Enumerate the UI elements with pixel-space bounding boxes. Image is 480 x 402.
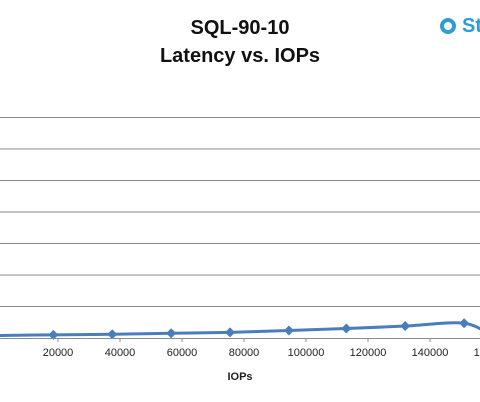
x-tick-label-4: 80000 <box>229 347 260 359</box>
data-point-1 <box>107 329 118 340</box>
logo-text: St <box>462 14 480 37</box>
logo-icon <box>440 18 456 34</box>
data-point-6 <box>400 321 411 332</box>
grid-layer <box>0 117 480 307</box>
data-point-3 <box>225 327 236 338</box>
chart-title-line-1: SQL-90-10 <box>190 17 290 39</box>
x-tick-label-7: 140000 <box>412 347 449 359</box>
data-point-2 <box>166 328 177 339</box>
series-line-0 <box>0 321 480 337</box>
x-axis-title: IOPs <box>227 371 252 383</box>
x-tick-label-5: 100000 <box>288 347 325 359</box>
chart-title-line-2: Latency vs. IOPs <box>159 45 321 67</box>
x-tick-label-6: 120000 <box>350 347 387 359</box>
series-layer <box>0 318 480 340</box>
x-tick-label-1: 20000 <box>43 347 74 359</box>
data-point-7 <box>459 318 470 329</box>
x-tick-label-3: 60000 <box>167 347 198 359</box>
x-tick-label-8: 160000 <box>474 347 480 359</box>
data-point-5 <box>341 323 352 334</box>
x-tick-label-2: 40000 <box>105 347 136 359</box>
data-point-4 <box>283 325 294 336</box>
brand-logo: St <box>440 14 480 38</box>
data-point-0 <box>48 329 59 340</box>
axis-layer: 0200004000060000800001000001200001400001… <box>0 338 480 383</box>
